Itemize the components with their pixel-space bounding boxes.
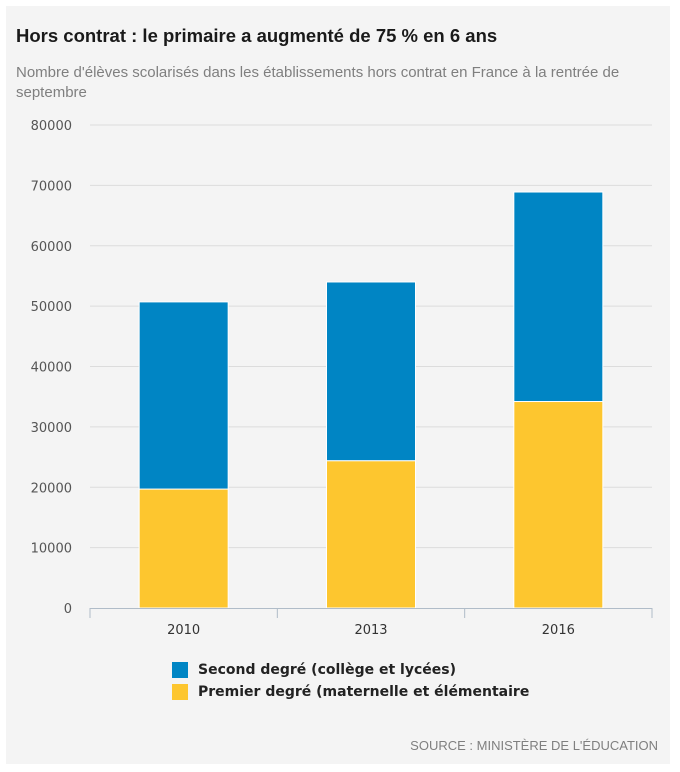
x-axis: 2010 2013 2016 bbox=[89, 608, 653, 638]
stacked-bar-chart: 0 10000 20000 30000 40000 50000 60000 70000 8000… bbox=[31, 119, 653, 638]
y-tick-label: 30000 bbox=[31, 421, 72, 436]
y-tick-label: 20000 bbox=[31, 481, 72, 496]
legend-swatch-premier-degre bbox=[172, 684, 188, 700]
y-tick-label: 40000 bbox=[31, 361, 72, 376]
x-tick-label: 2013 bbox=[354, 623, 387, 638]
bar-premier-degre-2016 bbox=[513, 401, 604, 609]
x-tick-label: 2010 bbox=[167, 623, 200, 638]
bar-second-degre-2013 bbox=[326, 281, 416, 462]
source-credit: SOURCE : MINISTÈRE DE L'ÉDUCATION bbox=[410, 738, 658, 753]
chart-subtitle: Nombre d'élèves scolarisés dans les étab… bbox=[16, 64, 620, 101]
legend-label-second-degre: Second degré (collège et lycées) bbox=[198, 662, 456, 678]
legend-item-second-degre: Second degré (collège et lycées) bbox=[172, 660, 456, 680]
bar-second-degre-2010 bbox=[138, 301, 229, 490]
y-axis: 0 10000 20000 30000 40000 50000 60000 70000 8000… bbox=[31, 119, 72, 617]
legend-item-premier-degre: Premier degré (maternelle et élémentaire bbox=[172, 682, 529, 702]
bar-second-degre-2016 bbox=[513, 191, 604, 403]
legend-swatch-second-degre bbox=[172, 662, 188, 678]
chart-title: Hors contrat : le primaire a augmenté de… bbox=[16, 25, 498, 46]
y-tick-label: 60000 bbox=[31, 240, 72, 255]
y-tick-label: 10000 bbox=[31, 542, 72, 557]
bar-premier-degre-2013 bbox=[326, 460, 416, 609]
y-tick-label: 0 bbox=[64, 602, 72, 617]
y-tick-label: 70000 bbox=[31, 179, 72, 194]
bars bbox=[138, 191, 604, 609]
legend-label-premier-degre: Premier degré (maternelle et élémentaire bbox=[198, 684, 530, 700]
bar-premier-degre-2010 bbox=[138, 488, 229, 609]
y-tick-label: 80000 bbox=[31, 119, 72, 134]
x-tick-label: 2016 bbox=[542, 623, 575, 638]
y-tick-label: 50000 bbox=[31, 300, 72, 315]
